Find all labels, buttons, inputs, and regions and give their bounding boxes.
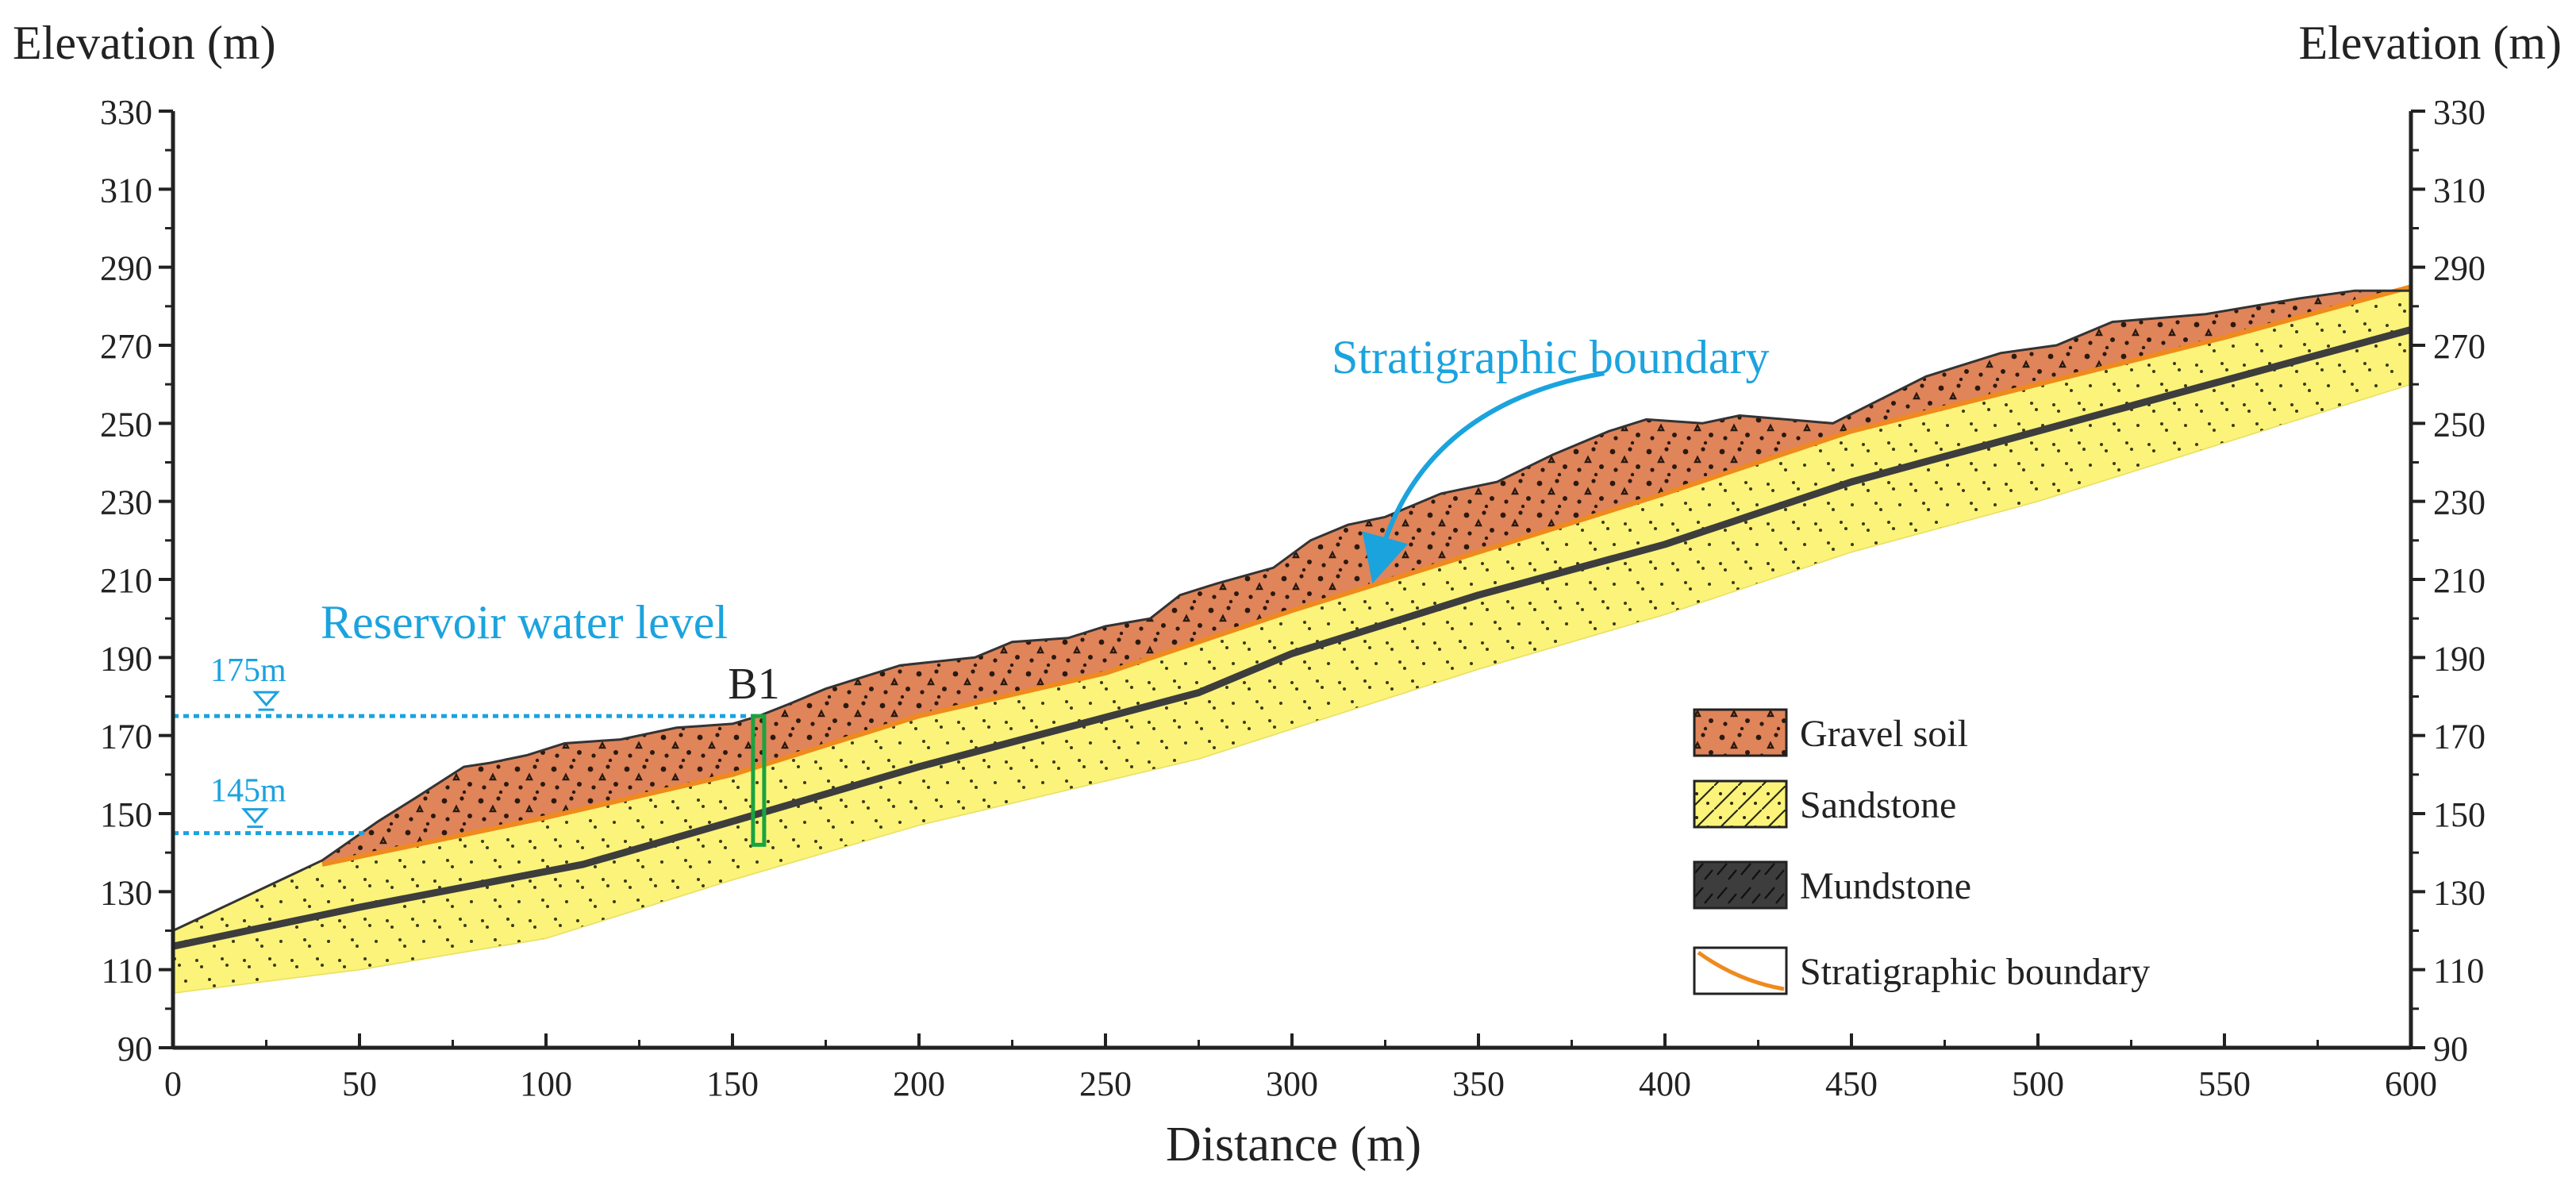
sandstone-bottom-line	[172, 383, 2412, 994]
y-tick-label-left-110: 110	[102, 952, 152, 991]
stratigraphic-boundary-arrow-icon	[1362, 371, 1605, 584]
left-axis-title: Elevation (m)	[13, 17, 276, 69]
borehole-b1-column	[751, 714, 767, 847]
y-tick-label-left-310: 310	[100, 171, 152, 210]
sandstone-layer	[173, 291, 2411, 994]
x-tick-label-550: 550	[2198, 1064, 2251, 1103]
y-tick-label-left-330: 330	[100, 93, 152, 132]
y-tick-label-right-210: 210	[2433, 561, 2486, 600]
y-tick-label-left-210: 210	[100, 561, 152, 600]
x-tick-label-250: 250	[1079, 1064, 1132, 1103]
axes: 90 90 110 110 130 130 150 150 170 170 190 190 210 210…	[100, 93, 2486, 1103]
y-tick-label-right-90: 90	[2433, 1029, 2468, 1068]
legend-sandstone-swatch	[1693, 779, 1788, 829]
y-tick-label-right-330: 330	[2433, 93, 2486, 132]
legend: Gravel soil Sandstone Mundstone Stratigr…	[1693, 708, 2150, 995]
y-tick-label-right-110: 110	[2433, 952, 2484, 991]
y-tick-label-right-170: 170	[2433, 718, 2486, 756]
water-level-145-label: 145m	[210, 773, 286, 810]
ground-surface-line	[172, 289, 2411, 932]
x-tick-label-100: 100	[520, 1064, 572, 1103]
borehole-b1: B1	[728, 660, 780, 847]
y-tick-label-right-290: 290	[2433, 249, 2486, 288]
reservoir-water-level-label: Reservoir water level	[321, 596, 728, 648]
mudstone-layer	[172, 325, 2413, 950]
x-axis-title: Distance (m)	[1166, 1118, 1421, 1172]
y-tick-label-right-230: 230	[2433, 483, 2486, 522]
x-tick-label-50: 50	[342, 1064, 377, 1103]
y-tick-label-left-270: 270	[100, 327, 152, 366]
x-tick-label-350: 350	[1452, 1064, 1505, 1103]
y-tick-label-right-270: 270	[2433, 327, 2486, 366]
y-tick-label-right-130: 130	[2433, 873, 2486, 912]
legend-gravel-swatch	[1693, 708, 1788, 757]
legend-boundary-label: Stratigraphic boundary	[1800, 951, 2150, 993]
y-tick-label-left-190: 190	[100, 639, 152, 678]
legend-sandstone-label: Sandstone	[1800, 784, 1956, 826]
x-tick-label-200: 200	[893, 1064, 945, 1103]
x-tick-label-300: 300	[1266, 1064, 1318, 1103]
y-tick-label-left-250: 250	[100, 405, 152, 444]
y-tick-label-left-150: 150	[100, 795, 152, 834]
axis-ticks: 90 90 110 110 130 130 150 150 170 170 190 190 210 210…	[100, 93, 2486, 1103]
y-tick-label-right-150: 150	[2433, 795, 2486, 834]
water-level-175-label: 175m	[210, 652, 286, 689]
stratigraphic-boundary-label: Stratigraphic boundary	[1332, 331, 1770, 383]
water-levels: 175m 145m Reservoir water level	[173, 596, 759, 836]
legend-mudstone-label: Mundstone	[1800, 865, 1971, 907]
water-level-145-symbol-icon	[241, 808, 269, 829]
x-tick-label-0: 0	[164, 1064, 182, 1103]
right-axis-title: Elevation (m)	[2298, 17, 2562, 69]
x-tick-label-500: 500	[2012, 1064, 2064, 1103]
y-tick-label-right-310: 310	[2433, 171, 2486, 210]
y-tick-label-left-230: 230	[100, 483, 152, 522]
stratigraphic-boundary-line	[321, 284, 2412, 867]
y-tick-label-right-250: 250	[2433, 405, 2486, 444]
legend-mudstone-swatch	[1693, 860, 1788, 910]
x-tick-label-450: 450	[1825, 1064, 1878, 1103]
y-tick-label-left-170: 170	[100, 718, 152, 756]
x-tick-label-150: 150	[706, 1064, 759, 1103]
y-tick-label-right-190: 190	[2433, 639, 2486, 678]
water-level-175-symbol-icon	[252, 691, 280, 711]
borehole-b1-label: B1	[728, 660, 779, 709]
legend-boundary-curve-icon	[1697, 950, 1785, 991]
y-tick-label-left-290: 290	[100, 249, 152, 288]
y-tick-label-left-90: 90	[117, 1029, 152, 1068]
x-tick-label-600: 600	[2385, 1064, 2437, 1103]
stratigraphic-boundary-annotation: Stratigraphic boundary	[1332, 331, 1770, 584]
y-tick-label-left-130: 130	[100, 873, 152, 912]
legend-gravel-label: Gravel soil	[1800, 713, 1968, 755]
x-tick-label-400: 400	[1639, 1064, 1691, 1103]
